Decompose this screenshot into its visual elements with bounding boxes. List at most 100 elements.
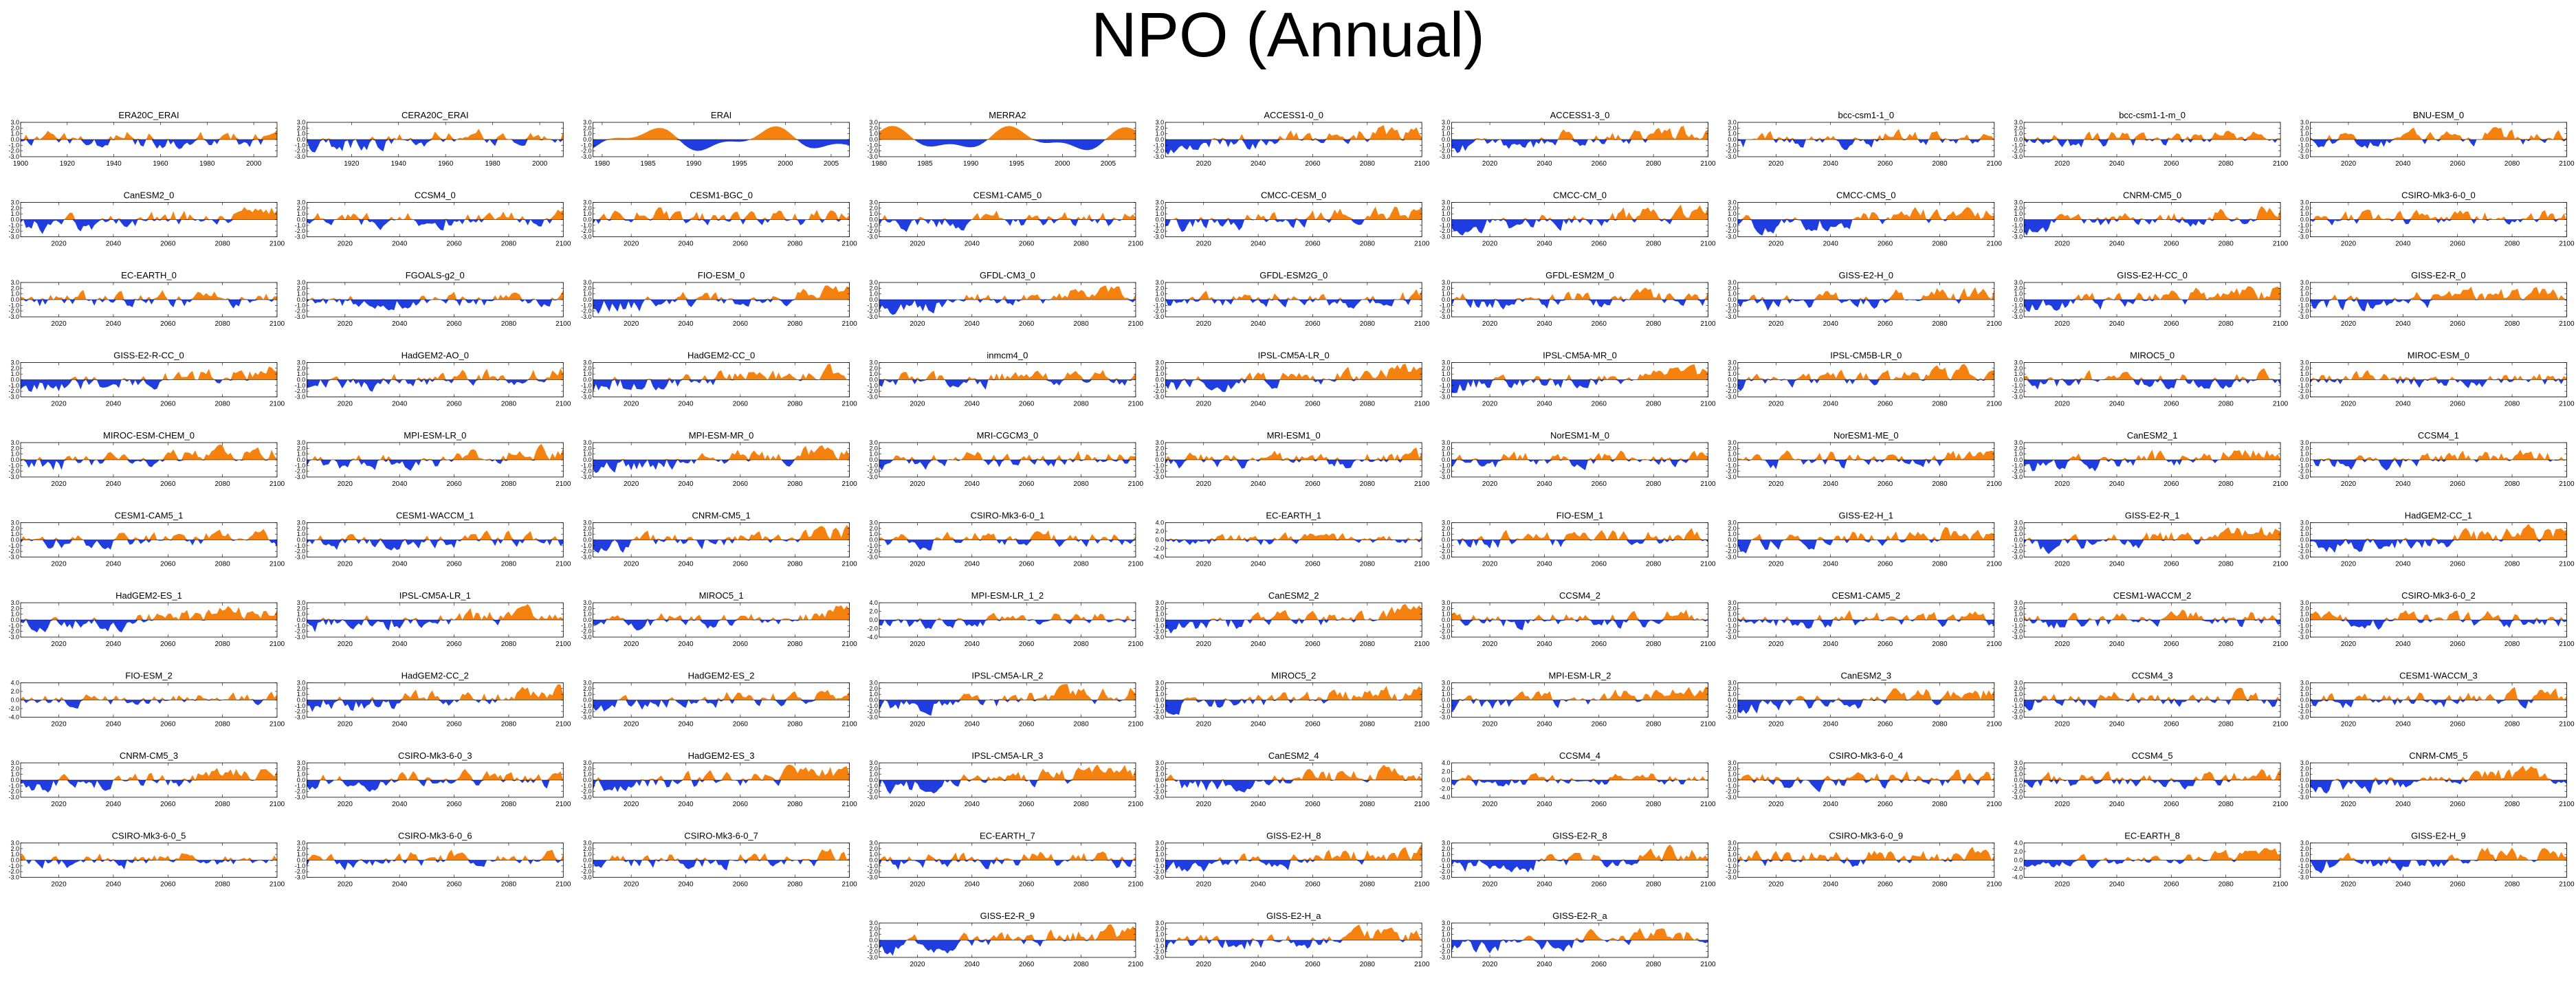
y-tick-label: 2.0 bbox=[583, 124, 592, 131]
y-tick-label: 0.0 bbox=[1728, 777, 1737, 784]
series-positive-area bbox=[1737, 364, 1994, 380]
y-tick-label: 3.0 bbox=[1442, 840, 1451, 847]
series-negative-area bbox=[1737, 540, 1994, 554]
series-negative-area bbox=[2024, 300, 2281, 312]
y-tick-label: 3.0 bbox=[869, 920, 878, 926]
series-positive-area bbox=[21, 207, 277, 220]
x-tick-label: 2100 bbox=[555, 241, 571, 248]
panel-title: MPI-ESM-LR_1_2 bbox=[971, 590, 1044, 601]
y-tick-label: 1.0 bbox=[297, 851, 306, 858]
series-positive-area bbox=[1451, 528, 1708, 540]
series-positive-area bbox=[2024, 131, 2281, 140]
series-positive-area bbox=[21, 129, 277, 140]
y-tick-label: 4.0 bbox=[1156, 520, 1165, 526]
x-tick-label: 2020 bbox=[2341, 401, 2357, 408]
panel-title: CanESM2_2 bbox=[1268, 590, 1319, 601]
x-tick-label: 2080 bbox=[1646, 641, 1662, 648]
y-tick-label: 1.0 bbox=[869, 370, 878, 377]
panel-title: CSIRO-Mk3-6-0_9 bbox=[1829, 831, 1903, 841]
y-tick-label: 2.0 bbox=[2300, 205, 2309, 212]
y-tick-label: 0.0 bbox=[1442, 697, 1451, 704]
x-tick-label: 2020 bbox=[1196, 401, 1212, 408]
x-tick-label: 2020 bbox=[2341, 801, 2357, 808]
x-tick-label: 2060 bbox=[1592, 241, 1607, 248]
panel-title: IPSL-CM5A-MR_0 bbox=[1543, 351, 1617, 361]
x-tick-label: 1980 bbox=[872, 160, 888, 168]
y-tick-label: -1.0 bbox=[295, 782, 306, 789]
series-negative-area bbox=[307, 379, 564, 392]
y-tick-label: -1.0 bbox=[1154, 142, 1165, 148]
y-tick-label: 1.0 bbox=[1156, 691, 1165, 698]
x-tick-label: 2080 bbox=[1646, 881, 1662, 889]
y-tick-label: 2.0 bbox=[869, 205, 878, 212]
x-tick-label: 2040 bbox=[1537, 561, 1552, 568]
y-tick-label: 1.0 bbox=[2014, 291, 2023, 298]
y-tick-label: -2.0 bbox=[2012, 388, 2023, 395]
y-tick-label: 0.0 bbox=[1728, 857, 1737, 864]
y-tick-label: -2.0 bbox=[1726, 148, 1737, 155]
x-tick-label: 2040 bbox=[1823, 241, 1839, 248]
panel-ccsm4-0: CCSM4_0 3.02.01.00.0-1.0-2.0-3.0 2020 2040 2… bbox=[295, 190, 571, 248]
x-tick-label: 2040 bbox=[678, 881, 694, 889]
y-tick-label: 2.0 bbox=[1728, 365, 1737, 372]
y-tick-label: 1.0 bbox=[583, 131, 592, 137]
y-tick-label: -1.0 bbox=[1154, 782, 1165, 789]
x-tick-label: 2020 bbox=[1482, 721, 1498, 729]
y-tick-label: 0.0 bbox=[869, 537, 878, 544]
x-tick-label: 2080 bbox=[501, 881, 517, 889]
series-negative-area bbox=[307, 219, 564, 231]
series-positive-area bbox=[1165, 364, 1422, 380]
series-positive-area bbox=[1165, 686, 1422, 700]
x-tick-label: 2020 bbox=[1196, 801, 1212, 808]
y-tick-label: 2.0 bbox=[1156, 528, 1165, 535]
y-tick-label: 0.0 bbox=[1156, 136, 1165, 143]
x-tick-label: 2100 bbox=[1987, 721, 2003, 729]
y-tick-label: -1.0 bbox=[8, 302, 19, 309]
y-tick-label: 0.0 bbox=[869, 377, 878, 384]
y-tick-label: 0.0 bbox=[2300, 377, 2309, 384]
y-tick-label: 3.0 bbox=[1442, 520, 1451, 526]
x-tick-label: 2060 bbox=[1592, 961, 1607, 968]
y-tick-label: -2.0 bbox=[1726, 628, 1737, 635]
panel-title: ACCESS1-0_0 bbox=[1264, 110, 1323, 120]
y-tick-label: 1.0 bbox=[869, 851, 878, 858]
x-tick-label: 2060 bbox=[2450, 641, 2466, 648]
x-tick-label: 2060 bbox=[1305, 801, 1321, 808]
x-tick-label: 2100 bbox=[269, 881, 285, 889]
y-tick-label: 2.0 bbox=[869, 685, 878, 692]
x-tick-label: 2020 bbox=[910, 320, 925, 328]
y-tick-label: -1.0 bbox=[2012, 702, 2023, 709]
y-tick-label: -2.0 bbox=[581, 468, 592, 475]
x-tick-label: 2060 bbox=[1592, 320, 1607, 328]
y-tick-label: -2.0 bbox=[581, 628, 592, 635]
series-negative-area bbox=[879, 219, 1136, 232]
x-tick-label: 2060 bbox=[1305, 961, 1321, 968]
y-tick-label: -1.0 bbox=[8, 142, 19, 148]
panel-title: MERRA2 bbox=[989, 110, 1026, 120]
y-tick-label: -1.0 bbox=[2012, 542, 2023, 549]
panel-hadgem2-ao-0: HadGEM2-AO_0 3.02.01.00.0-1.0-2.0-3.0 2020… bbox=[295, 351, 571, 408]
x-tick-label: 2060 bbox=[1305, 160, 1321, 168]
x-tick-label: 2040 bbox=[2109, 241, 2125, 248]
panel-cesm1-cam5-2: CESM1-CAM5_2 3.02.01.00.0-1.0-2.0-3.0 2020… bbox=[1726, 590, 2002, 648]
y-tick-label: 0.0 bbox=[297, 216, 306, 223]
series-negative-area bbox=[593, 540, 850, 553]
x-tick-label: 2080 bbox=[787, 641, 803, 648]
y-tick-label: -3.0 bbox=[2012, 554, 2023, 561]
x-tick-label: 2040 bbox=[2109, 801, 2125, 808]
x-tick-label: 2060 bbox=[1592, 881, 1607, 889]
panel-title: CSIRO-Mk3-6-0_2 bbox=[2401, 590, 2476, 601]
y-tick-label: -2.0 bbox=[1440, 148, 1451, 155]
y-tick-label: -2.0 bbox=[1726, 868, 1737, 875]
y-tick-label: -1.0 bbox=[1726, 222, 1737, 229]
y-tick-label: 0.0 bbox=[1442, 136, 1451, 143]
series-negative-area bbox=[21, 540, 277, 550]
y-tick-label: -1.0 bbox=[581, 462, 592, 469]
x-tick-label: 2080 bbox=[501, 320, 517, 328]
panel-title: HadGEM2-CC_2 bbox=[401, 671, 469, 681]
y-tick-label: -2.0 bbox=[1154, 628, 1165, 635]
x-tick-label: 2040 bbox=[965, 881, 980, 889]
y-tick-label: 3.0 bbox=[1156, 680, 1165, 687]
series-negative-area bbox=[307, 620, 564, 632]
y-tick-label: 1.0 bbox=[10, 531, 19, 537]
